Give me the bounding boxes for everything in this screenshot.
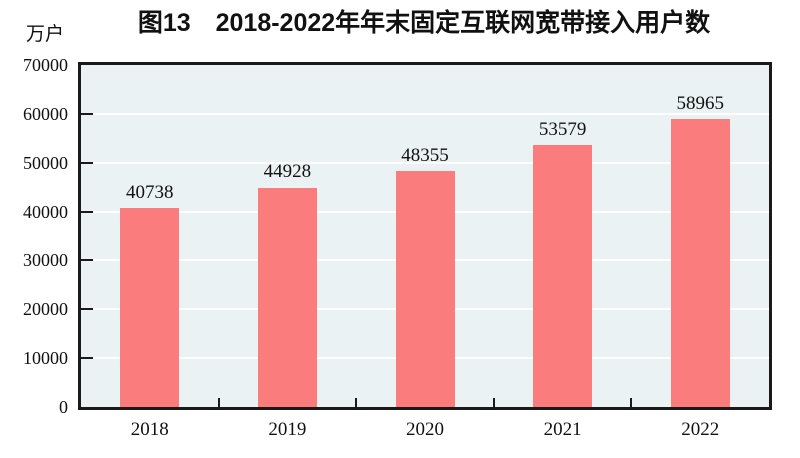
x-axis-tick-mark <box>630 398 633 407</box>
bar <box>395 170 455 407</box>
plot-area: 40738 44928 48355 53579 58965 <box>78 62 772 410</box>
x-axis-tick-label: 2018 <box>130 419 169 440</box>
y-axis-tick-mark <box>81 259 93 262</box>
x-axis-tick-mark <box>492 398 495 407</box>
gridline <box>81 161 769 164</box>
y-axis-unit-label: 万户 <box>26 24 65 45</box>
bar-value-label: 58965 <box>676 92 724 114</box>
x-axis-tick-label: 2020 <box>406 419 444 440</box>
x-axis-tick-mark <box>355 398 358 407</box>
bar <box>257 187 317 407</box>
y-axis-tick-label: 70000 <box>23 55 68 75</box>
x-axis-tick-label: 2022 <box>681 419 720 440</box>
y-axis-tick-mark <box>81 161 93 164</box>
y-axis-tick-label: 40000 <box>23 201 68 222</box>
x-axis-tick-label: 2021 <box>543 419 582 440</box>
y-axis-tick-label: 10000 <box>23 348 68 369</box>
bar-value-label: 44928 <box>263 161 312 183</box>
bar <box>533 145 593 407</box>
y-axis-tick-label: 20000 <box>23 299 68 320</box>
y-axis-tick-label: 50000 <box>23 152 68 173</box>
chart-title: 图13 2018-2022年年末固定互联网宽带接入用户数 <box>137 9 711 37</box>
y-axis-tick-mark <box>81 210 93 213</box>
y-axis-tick-mark <box>81 357 93 360</box>
y-axis-tick-label: 0 <box>59 397 68 417</box>
y-axis-tick-mark <box>81 308 93 311</box>
bar <box>120 207 180 407</box>
gridline <box>81 112 769 115</box>
y-axis-tick-mark <box>81 112 93 115</box>
bar <box>670 118 730 407</box>
bar-value-label: 48355 <box>401 144 449 166</box>
x-axis-tick-label: 2019 <box>268 419 307 440</box>
bar-value-label: 53579 <box>538 119 587 141</box>
x-axis-tick-mark <box>217 398 220 407</box>
y-axis-tick-label: 60000 <box>23 103 68 124</box>
y-axis-tick-label: 30000 <box>23 250 68 271</box>
bar-value-label: 40738 <box>126 181 174 203</box>
